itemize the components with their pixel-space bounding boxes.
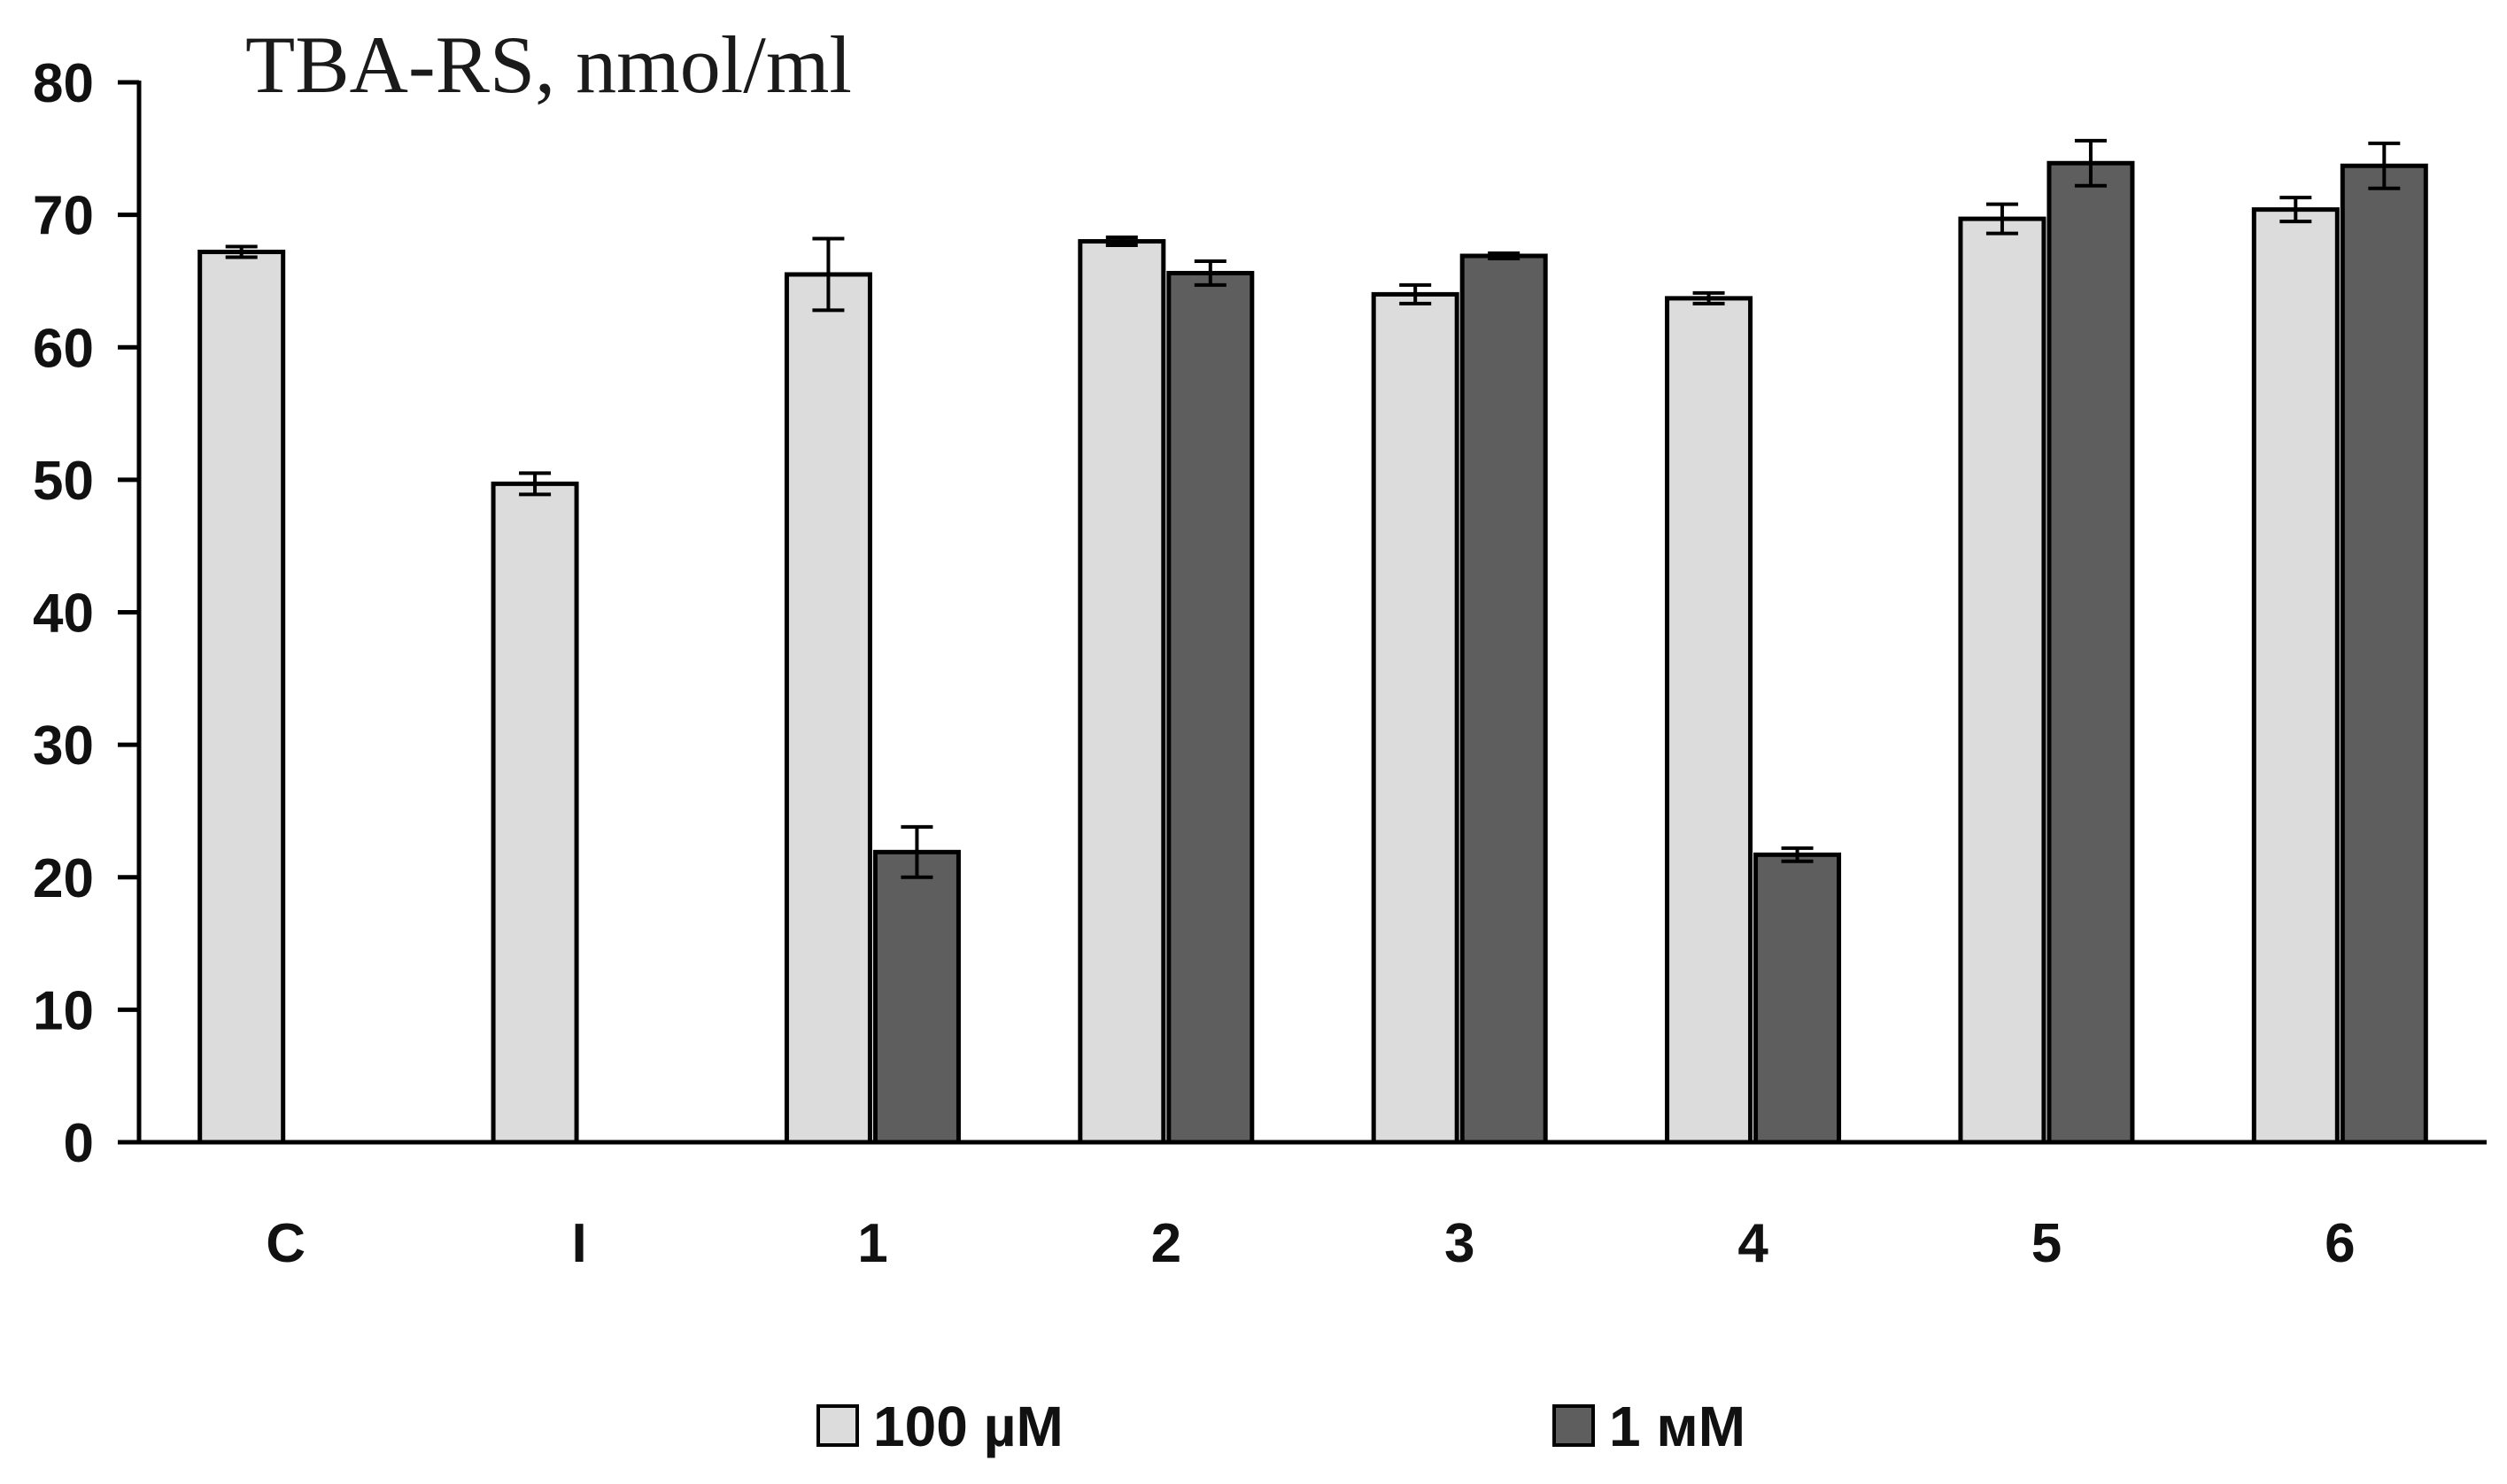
bar-series1-5	[1958, 216, 2047, 1145]
x-tick-label-I: I	[571, 1213, 586, 1274]
chart-title: TBA-RS, nmol/ml	[245, 19, 852, 110]
legend-label-series2: 1 мМ	[1609, 1395, 1745, 1458]
bar-series2-2	[1166, 270, 1255, 1145]
legend-swatch-series2	[1552, 1404, 1595, 1447]
bar-series1-2	[1078, 239, 1166, 1145]
bar-series1-1	[784, 272, 872, 1145]
bar-series1-I	[491, 481, 579, 1145]
bars-layer	[197, 160, 2428, 1145]
x-tick-label-4: 4	[1737, 1213, 1768, 1274]
bar-series1-C	[197, 250, 286, 1145]
y-tick-label-40: 40	[33, 584, 94, 645]
x-tick-label-1: 1	[857, 1213, 887, 1274]
y-tick-label-60: 60	[33, 318, 94, 379]
y-tick-label-80: 80	[33, 53, 94, 114]
x-tick-label-2: 2	[1151, 1213, 1181, 1274]
y-tick-label-30: 30	[33, 715, 94, 777]
legend-label-series1: 100 µM	[873, 1395, 1064, 1458]
bar-series1-4	[1665, 296, 1753, 1145]
x-tick-label-C: C	[266, 1213, 306, 1274]
bar-series1-6	[2251, 207, 2340, 1145]
x-tick-label-6: 6	[2325, 1213, 2355, 1274]
bar-series2-3	[1459, 253, 1548, 1145]
x-tick-label-3: 3	[1444, 1213, 1474, 1274]
legend-swatch-series1	[816, 1404, 859, 1447]
bar-series1-3	[1371, 291, 1459, 1145]
y-tick-label-10: 10	[33, 980, 94, 1041]
y-tick-label-0: 0	[64, 1113, 94, 1174]
bar-series2-5	[2047, 160, 2135, 1145]
x-tick-label-5: 5	[2031, 1213, 2062, 1274]
bar-series2-4	[1753, 852, 1842, 1145]
y-tick-label-20: 20	[33, 848, 94, 909]
y-tick-label-50: 50	[33, 451, 94, 512]
legend: 100 µM 1 мМ	[816, 1395, 1745, 1458]
error-bars-layer	[225, 138, 2401, 879]
bar-series2-6	[2340, 163, 2428, 1145]
bar-series2-1	[872, 849, 961, 1145]
y-tick-label-70: 70	[33, 186, 94, 247]
